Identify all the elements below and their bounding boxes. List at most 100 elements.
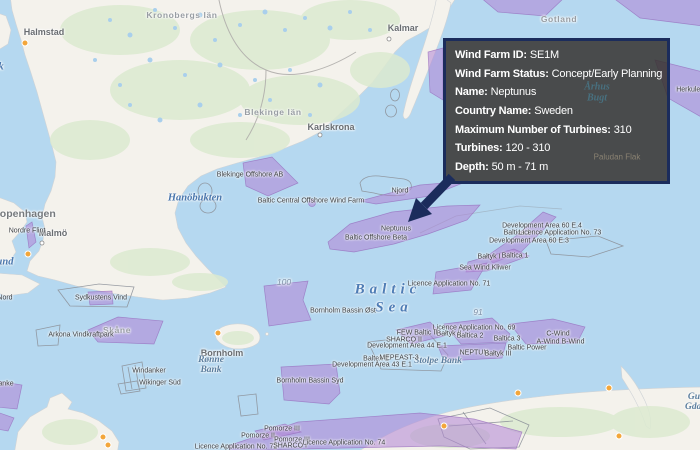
city-label-kalmar: Kalmar <box>387 23 419 33</box>
city-label-copenhagen: Copenhagen <box>0 208 56 220</box>
land-mon <box>0 273 41 297</box>
windfarm-polygon-njord[interactable] <box>359 180 469 205</box>
windfarm-polygon-corner-a[interactable] <box>0 381 23 410</box>
tooltip-field-value: Concept/Early Planning <box>551 67 663 80</box>
city-label-karlskrona: Karlskrona <box>307 122 355 132</box>
city-label-malmo: Malmö <box>38 228 68 238</box>
windfarm-label-sydkustens: Sydkustens Vind <box>74 294 128 302</box>
tooltip-field-label: Turbines: <box>455 142 503 155</box>
water-label-oresund-fragment: und <box>0 256 14 268</box>
depth-label-91: 91 <box>473 307 483 317</box>
windfarm-polygon-bornholm-syd[interactable] <box>280 363 341 405</box>
water-label-baltic: Baltic <box>354 281 422 298</box>
tooltip-field-value: 120 - 310 <box>505 142 551 155</box>
windfarm-label-baltica-2: Baltica 2 <box>456 332 484 340</box>
water-label-hanobukten: Hanöbukten <box>167 192 223 204</box>
windfarm-polygon-nordre-flint[interactable] <box>25 221 37 249</box>
windfarm-label-baltyk-ii: Bałtyk II <box>436 330 462 338</box>
region-label-skane: Skåne <box>102 325 132 335</box>
windfarm-label-licence-73: Licence Application No. 73 <box>518 229 602 237</box>
windfarm-polygon-pomorze-small[interactable] <box>254 423 303 441</box>
windfarm-polygon-top-a[interactable] <box>480 0 565 17</box>
windfarm-polygon-blekinge-offshore[interactable] <box>242 156 299 197</box>
windfarm-polygon-few-c[interactable] <box>509 318 586 345</box>
region-label-gotland: Gotland <box>540 14 578 24</box>
water-label-bugt: Bugt <box>586 92 608 104</box>
admin-borders <box>218 0 357 141</box>
windfarm-polygon-baltic-central[interactable] <box>308 199 316 207</box>
windfarm-label-baltex-2: Baltex-2 <box>363 355 389 363</box>
land-zealand <box>0 197 28 266</box>
windfarm-polygon-neptun-band[interactable] <box>437 342 507 362</box>
region-label-kronobergs: Kronobergs län <box>146 10 218 20</box>
windfarm-label-few-baltic-ii: FEW Baltic II <box>396 329 438 337</box>
water-label-ronne-bank: Bank <box>200 365 222 375</box>
city-label-bornholm: Bornholm <box>200 348 244 358</box>
windfarm-label-baltic-central: Baltic Central Offshore Wind Farm <box>257 197 365 205</box>
windfarm-polygon-pomorze[interactable] <box>227 412 523 450</box>
lakes <box>93 8 372 123</box>
windfarm-label-baltica-3: Baltica 3 <box>493 335 521 343</box>
poi-markers <box>21 36 623 449</box>
windfarm-label-pomorze-ii: Pomorze II <box>241 432 275 440</box>
windfarm-polygon-sydkustens[interactable] <box>87 290 114 306</box>
windfarm-polygon-top-b[interactable] <box>612 0 700 26</box>
tooltip-row: Maximum Number of Turbines: 310 <box>455 124 658 136</box>
tooltip-field-value: Sweden <box>534 104 573 117</box>
windfarm-label-baltica-1b: Baltica 1 <box>501 252 529 260</box>
windfarm-label-neptun: NEPTUN <box>459 349 489 357</box>
windfarm-polygon-neptunus[interactable] <box>327 204 481 253</box>
depth-label-100: 100 <box>276 277 292 287</box>
windfarm-polygon-corner-b[interactable] <box>0 412 15 432</box>
windfarm-label-sharco-i: SHARCO I <box>273 442 307 450</box>
windfarm-polygon-edge[interactable] <box>427 47 444 101</box>
water-label-ronne: Rønne <box>198 355 224 365</box>
windfarm-label-c-wind: C-Wind <box>546 330 570 338</box>
windfarm-label-anke-fragment: anke <box>0 380 14 388</box>
windfarm-polygon-bornholm-ost[interactable] <box>263 280 312 327</box>
windfarm-label-nordre-flint: Nordre Flint <box>8 227 46 235</box>
windfarm-polygon-few-a[interactable] <box>395 321 445 345</box>
windfarm-label-sharco-ii: SHARCO II <box>386 336 422 344</box>
windfarm-label-dev-60-e3: Development Area 60 E.3 <box>489 237 569 245</box>
windfarm-label-mepeast-3: MEPEAST-3 <box>379 354 419 362</box>
windfarm-label-pomorze-iii-b: Pomorze III <box>274 436 310 444</box>
windfarm-polygon-arkona[interactable] <box>87 316 164 345</box>
tooltip-row: Name: Neptunus <box>455 86 658 98</box>
windfarm-polygon-few-b[interactable] <box>443 317 511 345</box>
tooltip-field-value: 310 <box>613 123 632 136</box>
tooltip-field-label: Name: <box>455 86 488 99</box>
tooltip-row: Country Name: Sweden <box>455 105 658 117</box>
windfarm-label-licence-71: Licence Application No. 71 <box>407 280 491 288</box>
land-denmark-north <box>0 13 12 50</box>
tooltip-row: Depth: 50 m - 71 m <box>455 161 658 173</box>
water-label-paludan-flak: Paludan Flak <box>593 152 641 162</box>
windfarm-label-dev-60-e4: Development Area 60 E.4 <box>502 222 582 230</box>
water-label-arhus: Århus <box>584 81 610 93</box>
tooltip-row: Turbines: 120 - 310 <box>455 142 658 154</box>
windfarm-label-b-wind: B-Wind <box>561 338 585 346</box>
tooltip-field-label: Wind Farm ID: <box>455 49 527 61</box>
windfarm-label-herkules: Herkules <box>676 86 700 94</box>
windfarm-polygon-licence-71[interactable] <box>432 262 488 295</box>
windfarm-label-wikinger-sud: Wikinger Süd <box>139 379 181 387</box>
windfarm-label-bornholm-ost: Bornholm Bassin Øst <box>310 307 376 315</box>
windfarm-label-blekinge-offshore: Blekinge Offshore AB <box>216 171 284 179</box>
windfarm-label-a-wind: A-Wind <box>536 338 560 346</box>
tooltip-field-label: Maximum Number of Turbines: <box>455 123 611 136</box>
windfarm-label-licence-72: Licence Application No. 72 <box>194 443 278 450</box>
water-label-gulf-line1: Gulf of <box>687 392 700 402</box>
water-label-sea: Sea <box>375 299 413 316</box>
windfarm-label-baltyk-iii: Bałtyk III <box>484 350 512 358</box>
windfarm-label-dev-43-e1: Development Area 43 E.1 <box>332 361 412 369</box>
water-label-kattegat-fragment: k <box>0 62 4 73</box>
land-oland <box>402 0 452 120</box>
windfarm-label-licence-74: Licence Application No. 74 <box>302 439 386 447</box>
windfarm-label-bornholm-syd: Bornholm Bassin Syd <box>276 377 344 385</box>
windfarm-label-licence-69: Licence Application No. 69 <box>432 324 516 332</box>
tooltip-field-value: Neptunus <box>490 86 537 99</box>
windfarm-label-baltic-power: Baltic Power <box>507 344 547 352</box>
city-label-halmstad: Halmstad <box>23 27 65 37</box>
forest-tint <box>42 0 690 448</box>
